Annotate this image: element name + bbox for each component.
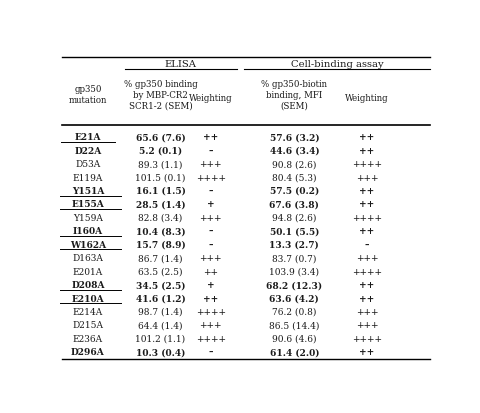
Text: 50.1 (5.5): 50.1 (5.5) (270, 227, 319, 236)
Text: Y159A: Y159A (73, 214, 103, 222)
Text: ++: ++ (359, 347, 374, 356)
Text: –: – (208, 240, 213, 249)
Text: ++: ++ (203, 267, 218, 276)
Text: 86.5 (14.4): 86.5 (14.4) (269, 320, 320, 330)
Text: ++++: ++++ (352, 214, 382, 222)
Text: 68.2 (12.3): 68.2 (12.3) (266, 280, 323, 290)
Text: 61.4 (2.0): 61.4 (2.0) (270, 347, 319, 356)
Text: E210A: E210A (72, 294, 104, 303)
Text: 65.6 (7.6): 65.6 (7.6) (135, 133, 185, 142)
Text: +++: +++ (199, 160, 222, 169)
Text: D163A: D163A (72, 254, 103, 263)
Text: 94.8 (2.6): 94.8 (2.6) (272, 214, 316, 222)
Text: 98.7 (1.4): 98.7 (1.4) (138, 307, 183, 316)
Text: ++++: ++++ (196, 307, 226, 316)
Text: E155A: E155A (72, 200, 104, 209)
Text: +++: +++ (356, 307, 378, 316)
Text: 101.5 (0.1): 101.5 (0.1) (135, 173, 186, 182)
Text: ++++: ++++ (352, 334, 382, 343)
Text: ++: ++ (359, 133, 374, 142)
Text: ++++: ++++ (352, 267, 382, 276)
Text: +: + (207, 280, 215, 290)
Text: ++: ++ (359, 146, 374, 155)
Text: 34.5 (2.5): 34.5 (2.5) (136, 280, 185, 290)
Text: 57.5 (0.2): 57.5 (0.2) (270, 187, 319, 195)
Text: D53A: D53A (75, 160, 100, 169)
Text: D215A: D215A (72, 320, 103, 330)
Text: Weighting: Weighting (189, 94, 232, 102)
Text: Y151A: Y151A (72, 187, 104, 195)
Text: ++++: ++++ (196, 334, 226, 343)
Text: E236A: E236A (73, 334, 103, 343)
Text: –: – (208, 146, 213, 155)
Text: 64.4 (1.4): 64.4 (1.4) (138, 320, 183, 330)
Text: ++: ++ (203, 133, 218, 142)
Text: 80.4 (5.3): 80.4 (5.3) (272, 173, 317, 182)
Text: E119A: E119A (72, 173, 103, 182)
Text: 13.3 (2.7): 13.3 (2.7) (269, 240, 319, 249)
Text: –: – (208, 227, 213, 236)
Text: D22A: D22A (74, 146, 102, 155)
Text: –: – (208, 347, 213, 356)
Text: 67.6 (3.8): 67.6 (3.8) (269, 200, 319, 209)
Text: 15.7 (8.9): 15.7 (8.9) (135, 240, 185, 249)
Text: 83.7 (0.7): 83.7 (0.7) (272, 254, 316, 263)
Text: +++: +++ (356, 254, 378, 263)
Text: gp350
mutation: gp350 mutation (69, 85, 107, 105)
Text: ++++: ++++ (352, 160, 382, 169)
Text: 44.6 (3.4): 44.6 (3.4) (270, 146, 319, 155)
Text: +: + (207, 200, 215, 209)
Text: ++: ++ (359, 187, 374, 195)
Text: –: – (208, 187, 213, 195)
Text: I160A: I160A (73, 227, 103, 236)
Text: 28.5 (1.4): 28.5 (1.4) (136, 200, 185, 209)
Text: ++: ++ (359, 294, 374, 303)
Text: 16.1 (1.5): 16.1 (1.5) (135, 187, 185, 195)
Text: 10.4 (8.3): 10.4 (8.3) (136, 227, 185, 236)
Text: 89.3 (1.1): 89.3 (1.1) (138, 160, 182, 169)
Text: 41.6 (1.2): 41.6 (1.2) (135, 294, 185, 303)
Text: +++: +++ (199, 214, 222, 222)
Text: Cell-binding assay: Cell-binding assay (291, 59, 384, 69)
Text: 101.2 (1.1): 101.2 (1.1) (135, 334, 185, 343)
Text: ++++: ++++ (196, 173, 226, 182)
Text: 82.8 (3.4): 82.8 (3.4) (138, 214, 182, 222)
Text: ++: ++ (359, 227, 374, 236)
Text: % gp350 binding
by MBP-CR2
SCR1-2 (SEM): % gp350 binding by MBP-CR2 SCR1-2 (SEM) (123, 79, 197, 110)
Text: +++: +++ (199, 320, 222, 330)
Text: 90.8 (2.6): 90.8 (2.6) (272, 160, 316, 169)
Text: 86.7 (1.4): 86.7 (1.4) (138, 254, 183, 263)
Text: +++: +++ (199, 254, 222, 263)
Text: ELISA: ELISA (165, 59, 197, 69)
Text: 90.6 (4.6): 90.6 (4.6) (272, 334, 317, 343)
Text: Weighting: Weighting (345, 94, 389, 102)
Text: ++: ++ (203, 294, 218, 303)
Text: D296A: D296A (71, 347, 105, 356)
Text: D208A: D208A (71, 280, 105, 290)
Text: E214A: E214A (73, 307, 103, 316)
Text: 10.3 (0.4): 10.3 (0.4) (136, 347, 185, 356)
Text: 57.6 (3.2): 57.6 (3.2) (270, 133, 319, 142)
Text: 63.6 (4.2): 63.6 (4.2) (269, 294, 319, 303)
Text: 103.9 (3.4): 103.9 (3.4) (269, 267, 319, 276)
Text: –: – (365, 240, 369, 249)
Text: % gp350-biotin
binding, MFI
(SEM): % gp350-biotin binding, MFI (SEM) (261, 79, 327, 110)
Text: W162A: W162A (70, 240, 106, 249)
Text: ++: ++ (359, 200, 374, 209)
Text: E201A: E201A (73, 267, 103, 276)
Text: E21A: E21A (75, 133, 101, 142)
Text: 5.2 (0.1): 5.2 (0.1) (139, 146, 182, 155)
Text: 63.5 (2.5): 63.5 (2.5) (138, 267, 183, 276)
Text: ++: ++ (359, 280, 374, 290)
Text: 76.2 (0.8): 76.2 (0.8) (272, 307, 316, 316)
Text: +++: +++ (356, 320, 378, 330)
Text: +++: +++ (356, 173, 378, 182)
